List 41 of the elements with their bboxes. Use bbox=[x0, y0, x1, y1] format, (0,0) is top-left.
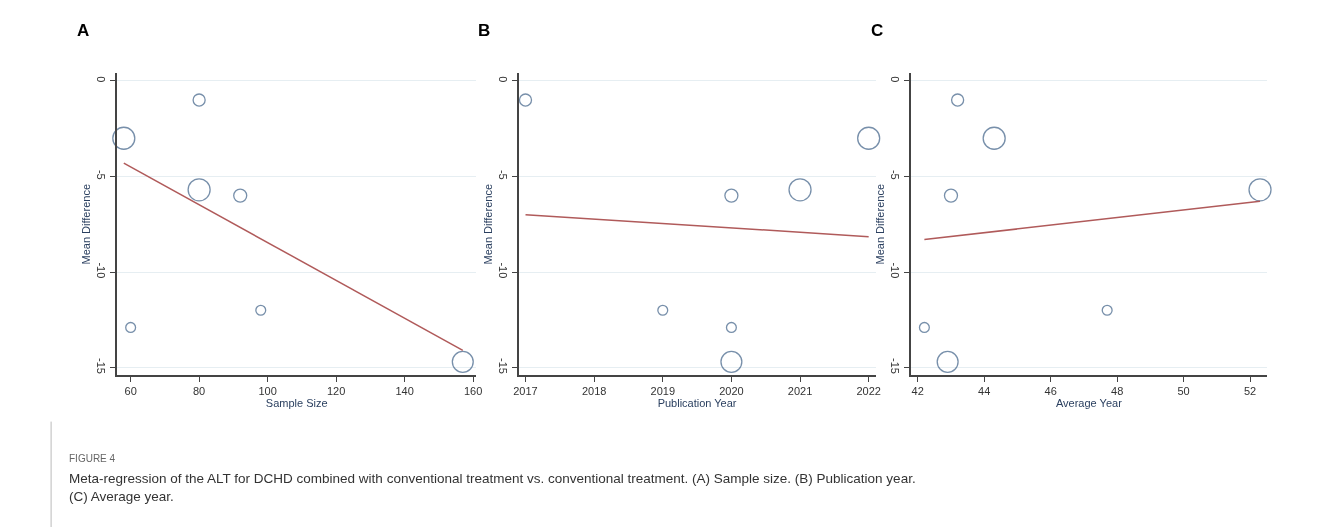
y-tick-label: 0 bbox=[889, 76, 902, 83]
chart-title: C bbox=[871, 21, 884, 40]
y-tick-label: -15 bbox=[889, 357, 902, 374]
x-tick-label: 48 bbox=[1111, 385, 1124, 398]
y-tick-label: -15 bbox=[95, 357, 107, 374]
chart-title: A bbox=[77, 21, 90, 40]
y-axis-title: Mean Difference bbox=[874, 183, 887, 265]
y-tick-label: -10 bbox=[95, 262, 107, 279]
x-axis-title: Average Year bbox=[1055, 397, 1123, 410]
chart-title: B bbox=[478, 21, 491, 40]
y-tick-label: -5 bbox=[95, 169, 107, 180]
x-tick-label: 80 bbox=[193, 385, 206, 398]
y-tick-label: -5 bbox=[496, 169, 509, 180]
x-tick-label: 46 bbox=[1044, 385, 1057, 398]
y-tick-label: -5 bbox=[889, 169, 902, 180]
y-tick-label: -15 bbox=[496, 357, 509, 374]
x-tick-label: 160 bbox=[463, 385, 483, 398]
x-tick-label: 100 bbox=[258, 385, 277, 398]
x-tick-label: 52 bbox=[1243, 385, 1257, 398]
x-tick-label: 60 bbox=[124, 385, 137, 398]
y-axis-title: Mean Difference bbox=[481, 183, 494, 265]
x-axis-title: Publication Year bbox=[657, 397, 737, 410]
x-tick-label: 2018 bbox=[581, 385, 607, 398]
x-axis-title: Sample Size bbox=[265, 397, 328, 410]
y-tick-label: 0 bbox=[95, 76, 107, 83]
x-tick-label: 44 bbox=[978, 385, 991, 398]
y-axis-title: Mean Difference bbox=[80, 183, 93, 265]
x-tick-label: 2021 bbox=[787, 385, 813, 398]
x-tick-label: 120 bbox=[326, 385, 346, 398]
y-tick-label: 0 bbox=[496, 76, 509, 83]
x-tick-label: 42 bbox=[911, 385, 924, 398]
x-tick-label: 2019 bbox=[650, 385, 676, 398]
x-tick-label: 2017 bbox=[513, 385, 538, 398]
caption: FIGURE 4 bbox=[69, 453, 116, 464]
y-tick-label: -10 bbox=[889, 262, 902, 279]
x-tick-label: 50 bbox=[1177, 385, 1190, 398]
text: Meta-regression of the ALT for DCHD combined with conventional treatment vs. conventional treatment. (A) Sample size. (B) Publication year. (C) Average year. bbox=[69, 471, 916, 504]
x-tick-label: 2020 bbox=[719, 385, 744, 398]
x-tick-label: 2022 bbox=[856, 385, 881, 398]
y-tick-label: -10 bbox=[496, 262, 509, 279]
x-tick-label: 140 bbox=[395, 385, 414, 398]
